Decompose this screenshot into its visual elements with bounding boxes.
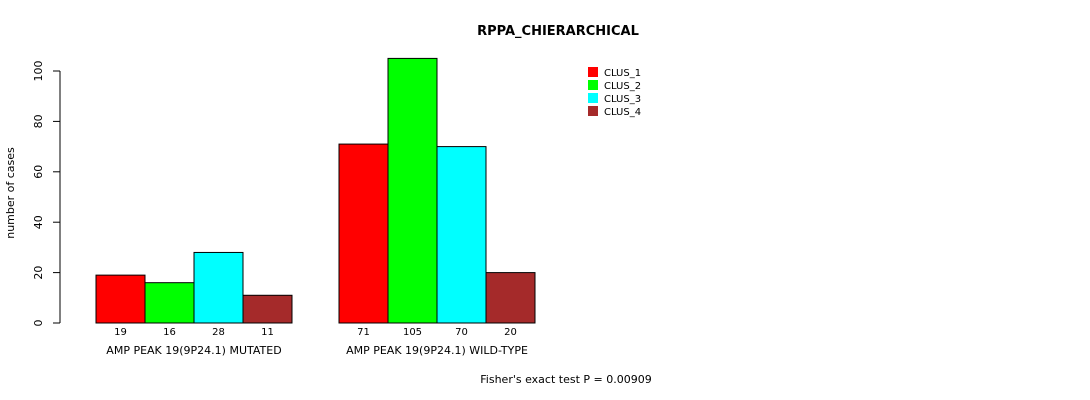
legend-swatch [588,93,598,103]
legend: CLUS_1 CLUS_2 CLUS_3 CLUS_4 [588,67,641,118]
y-tick-label: 0 [32,320,45,327]
fisher-test-footnote: Fisher's exact test P = 0.00909 [480,373,651,386]
bar-clus3-group2 [436,146,487,324]
legend-label: CLUS_1 [604,68,641,79]
legend-swatch [588,80,598,90]
bar-clus2-group1 [144,282,195,324]
bar-value-label: 19 [114,327,127,338]
y-tick-label: 60 [32,165,45,179]
y-axis-label: number of cases [4,147,17,239]
y-tick-label: 100 [32,61,45,82]
bar-labels: 19 16 28 11 71 105 70 20 [114,327,517,338]
bar-clus4-group2 [485,272,536,324]
category-label: AMP PEAK 19(9P24.1) WILD-TYPE [346,344,528,357]
bar-clus1-group2 [338,143,389,324]
legend-swatch [588,67,598,77]
legend-label: CLUS_2 [604,81,641,92]
legend-label: CLUS_4 [604,107,641,118]
bar-clus3-group1 [193,251,244,324]
y-tick-label: 40 [32,215,45,229]
category-label: AMP PEAK 19(9P24.1) MUTATED [106,344,281,357]
legend-swatch [588,106,598,116]
y-axis: 0 20 40 60 80 100 [32,61,61,327]
bars [95,57,536,324]
bar-value-label: 71 [357,327,370,338]
bar-clus1-group1 [95,274,146,324]
y-tick-label: 20 [32,266,45,280]
bar-value-label: 20 [504,327,517,338]
chart-title: RPPA_CHIERARCHICAL [477,24,639,39]
bar-value-label: 105 [403,327,422,338]
bar-value-label: 28 [212,327,225,338]
bar-clus2-group2 [387,57,438,324]
bar-value-label: 11 [261,327,274,338]
legend-label: CLUS_3 [604,94,641,105]
bar-clus4-group1 [242,294,293,324]
y-tick-label: 80 [32,114,45,128]
bar-value-label: 16 [163,327,176,338]
group-labels: AMP PEAK 19(9P24.1) MUTATED AMP PEAK 19(9… [106,344,528,357]
bar-value-label: 70 [455,327,468,338]
